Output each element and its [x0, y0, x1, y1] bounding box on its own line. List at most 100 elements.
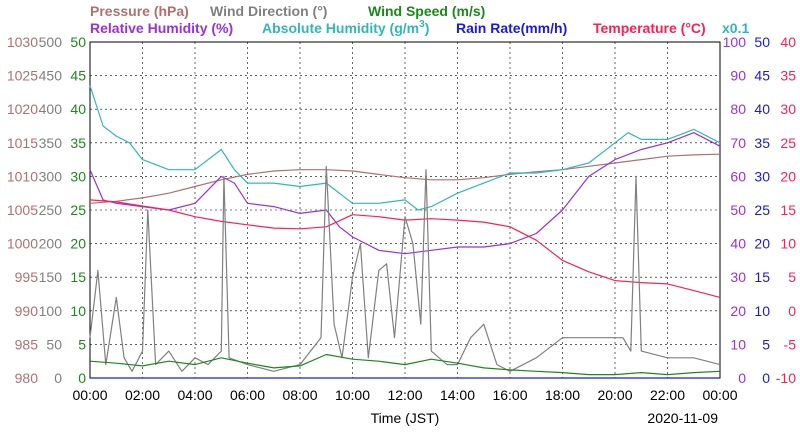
left-tick-wind_direction: 450 [39, 68, 63, 84]
legend-wind-direction: Wind Direction (°) [210, 3, 327, 19]
x-tick: 18:00 [545, 387, 580, 403]
left-tick-pressure: 990 [15, 303, 39, 319]
right-tick-relative_humidity: 70 [730, 135, 746, 151]
legend-wind-speed: Wind Speed (m/s) [368, 3, 485, 19]
left-tick-wind_direction: 350 [39, 135, 63, 151]
left-tick-wind_speed: 0 [78, 370, 86, 386]
right-tick-temperature: 35 [780, 68, 796, 84]
left-tick-pressure: 995 [15, 269, 39, 285]
legend-absolute-humidity: Absolute Humidity (g/m3) [262, 19, 429, 36]
series-relative-humidity [89, 85, 721, 211]
right-tick-temperature: 30 [780, 101, 796, 117]
left-tick-pressure: 1005 [7, 202, 38, 218]
right-tick-relative_humidity: 80 [730, 101, 746, 117]
right-tick-relative_humidity: 100 [723, 34, 747, 50]
left-tick-wind_speed: 50 [70, 34, 86, 50]
series-wind-direction [89, 165, 721, 372]
x-axis-label: Time (JST) [371, 410, 440, 426]
series-relative-humidity [89, 132, 721, 255]
left-tick-pressure: 1015 [7, 135, 38, 151]
x-axis-ticks: 00:00 02:00 04:00 06:00 08:00 10:00 12:00 14:00… [72, 387, 737, 403]
right-tick-rain_rate: 35 [754, 135, 770, 151]
x-tick: 02:00 [125, 387, 160, 403]
right-tick-relative_humidity: 90 [730, 68, 746, 84]
left-tick-wind_speed: 45 [70, 68, 86, 84]
right-tick-relative_humidity: 60 [730, 168, 746, 184]
right-tick-temperature: 25 [780, 135, 796, 151]
right-tick-relative_humidity: 10 [730, 336, 746, 352]
chart-date: 2020-11-09 [647, 410, 718, 426]
left-tick-pressure: 1020 [7, 101, 38, 117]
right-tick-temperature: -5 [784, 336, 797, 352]
left-tick-pressure: 1010 [7, 168, 38, 184]
left-tick-wind_direction: 200 [39, 236, 63, 252]
x-tick: 14:00 [440, 387, 475, 403]
right-tick-rain_rate: 50 [754, 34, 770, 50]
legend-temperature: Temperature (°C) [593, 20, 706, 36]
right-tick-temperature: 0 [788, 303, 796, 319]
right-tick-rain_rate: 25 [754, 202, 770, 218]
left-tick-wind_direction: 500 [39, 34, 63, 50]
left-tick-wind_speed: 25 [70, 202, 86, 218]
right-tick-rain_rate: 0 [762, 370, 770, 386]
right-tick-relative_humidity: 50 [730, 202, 746, 218]
left-tick-wind_speed: 40 [70, 101, 86, 117]
right-tick-temperature: 15 [780, 202, 796, 218]
right-tick-rain_rate: 10 [754, 303, 770, 319]
legend-pressure: Pressure (hPa) [90, 3, 189, 19]
left-tick-pressure: 985 [15, 336, 39, 352]
x-tick: 08:00 [282, 387, 317, 403]
x-tick: 04:00 [177, 387, 212, 403]
right-tick-rain_rate: 30 [754, 168, 770, 184]
x-tick: 22:00 [650, 387, 685, 403]
x-tick: 00:00 [702, 387, 737, 403]
x-tick: 06:00 [230, 387, 265, 403]
left-tick-pressure: 1000 [7, 236, 38, 252]
left-tick-wind_speed: 30 [70, 168, 86, 184]
series-layer [89, 85, 721, 379]
x-tick: 10:00 [335, 387, 370, 403]
left-tick-wind_direction: 100 [39, 303, 63, 319]
left-tick-wind_speed: 35 [70, 135, 86, 151]
x-tick: 00:00 [72, 387, 107, 403]
right-tick-rain_rate: 40 [754, 101, 770, 117]
left-tick-wind_speed: 20 [70, 236, 86, 252]
x-tick: 16:00 [492, 387, 527, 403]
left-tick-wind_direction: 300 [39, 168, 63, 184]
x-tick: 20:00 [597, 387, 632, 403]
right-tick-rain_rate: 45 [754, 68, 770, 84]
right-tick-relative_humidity: 40 [730, 236, 746, 252]
legend-abs-humidity-scale: x0.1 [722, 20, 749, 36]
series-wind-speed [89, 353, 721, 376]
right-tick-rain_rate: 20 [754, 236, 770, 252]
legend-rain-rate: Rain Rate(mm/h) [456, 20, 567, 36]
left-tick-wind_speed: 5 [78, 336, 86, 352]
right-tick-temperature: 5 [788, 269, 796, 285]
left-tick-wind_speed: 15 [70, 269, 86, 285]
right-axis-ticks: 1009080706050403020100504540353025201510… [723, 34, 797, 386]
x-tick: 12:00 [387, 387, 422, 403]
right-tick-temperature: 40 [780, 34, 796, 50]
right-tick-relative_humidity: 30 [730, 269, 746, 285]
left-tick-wind_direction: 0 [54, 370, 62, 386]
right-tick-relative_humidity: 0 [738, 370, 746, 386]
left-tick-pressure: 1025 [7, 68, 38, 84]
left-tick-pressure: 980 [15, 370, 39, 386]
series-pressure [89, 153, 721, 204]
right-tick-rain_rate: 15 [754, 269, 770, 285]
right-tick-temperature: 20 [780, 168, 796, 184]
left-tick-wind_direction: 400 [39, 101, 63, 117]
left-tick-wind_direction: 150 [39, 269, 63, 285]
left-tick-wind_direction: 250 [39, 202, 63, 218]
left-axis-ticks: 1030102510201015101010051000995990985980… [7, 34, 86, 386]
left-tick-pressure: 1030 [7, 34, 38, 50]
right-tick-rain_rate: 5 [762, 336, 770, 352]
right-tick-temperature: 10 [780, 236, 796, 252]
right-tick-relative_humidity: 20 [730, 303, 746, 319]
left-tick-wind_speed: 10 [70, 303, 86, 319]
right-tick-temperature: -10 [776, 370, 796, 386]
legend-relative-humidity: Relative Humidity (%) [90, 20, 233, 36]
left-tick-wind_direction: 50 [46, 336, 62, 352]
grid [90, 42, 720, 378]
